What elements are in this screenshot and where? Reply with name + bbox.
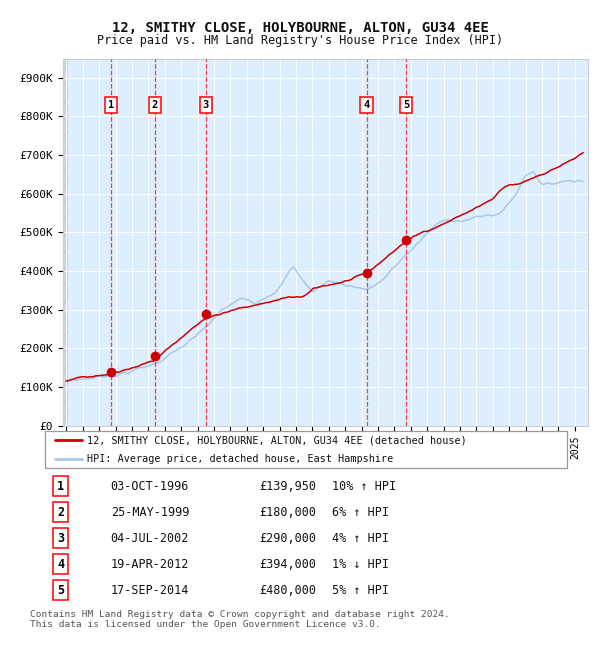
Text: 25-MAY-1999: 25-MAY-1999 — [110, 506, 189, 519]
Text: 17-SEP-2014: 17-SEP-2014 — [110, 584, 189, 597]
Text: 3: 3 — [57, 532, 64, 545]
Text: 04-JUL-2002: 04-JUL-2002 — [110, 532, 189, 545]
Text: 10% ↑ HPI: 10% ↑ HPI — [332, 480, 397, 493]
Text: 4: 4 — [364, 100, 370, 110]
Text: 1: 1 — [108, 100, 115, 110]
Text: 4: 4 — [57, 558, 64, 571]
Text: £394,000: £394,000 — [260, 558, 317, 571]
Text: 1: 1 — [57, 480, 64, 493]
Text: £290,000: £290,000 — [260, 532, 317, 545]
Bar — [63, 58, 68, 426]
Text: £480,000: £480,000 — [260, 584, 317, 597]
Text: 12, SMITHY CLOSE, HOLYBOURNE, ALTON, GU34 4EE: 12, SMITHY CLOSE, HOLYBOURNE, ALTON, GU3… — [112, 21, 488, 35]
Text: 3: 3 — [203, 100, 209, 110]
Text: 4% ↑ HPI: 4% ↑ HPI — [332, 532, 389, 545]
Text: 12, SMITHY CLOSE, HOLYBOURNE, ALTON, GU34 4EE (detached house): 12, SMITHY CLOSE, HOLYBOURNE, ALTON, GU3… — [87, 436, 467, 445]
Text: 2: 2 — [57, 506, 64, 519]
Text: £139,950: £139,950 — [260, 480, 317, 493]
Text: 19-APR-2012: 19-APR-2012 — [110, 558, 189, 571]
Text: Price paid vs. HM Land Registry's House Price Index (HPI): Price paid vs. HM Land Registry's House … — [97, 34, 503, 47]
Text: £180,000: £180,000 — [260, 506, 317, 519]
Text: Contains HM Land Registry data © Crown copyright and database right 2024.
This d: Contains HM Land Registry data © Crown c… — [30, 610, 450, 629]
Text: 03-OCT-1996: 03-OCT-1996 — [110, 480, 189, 493]
FancyBboxPatch shape — [44, 430, 568, 468]
Text: 2: 2 — [152, 100, 158, 110]
Text: HPI: Average price, detached house, East Hampshire: HPI: Average price, detached house, East… — [87, 454, 393, 464]
Text: 5: 5 — [57, 584, 64, 597]
Text: 1% ↓ HPI: 1% ↓ HPI — [332, 558, 389, 571]
Text: 5: 5 — [403, 100, 409, 110]
Text: 5% ↑ HPI: 5% ↑ HPI — [332, 584, 389, 597]
Text: 6% ↑ HPI: 6% ↑ HPI — [332, 506, 389, 519]
